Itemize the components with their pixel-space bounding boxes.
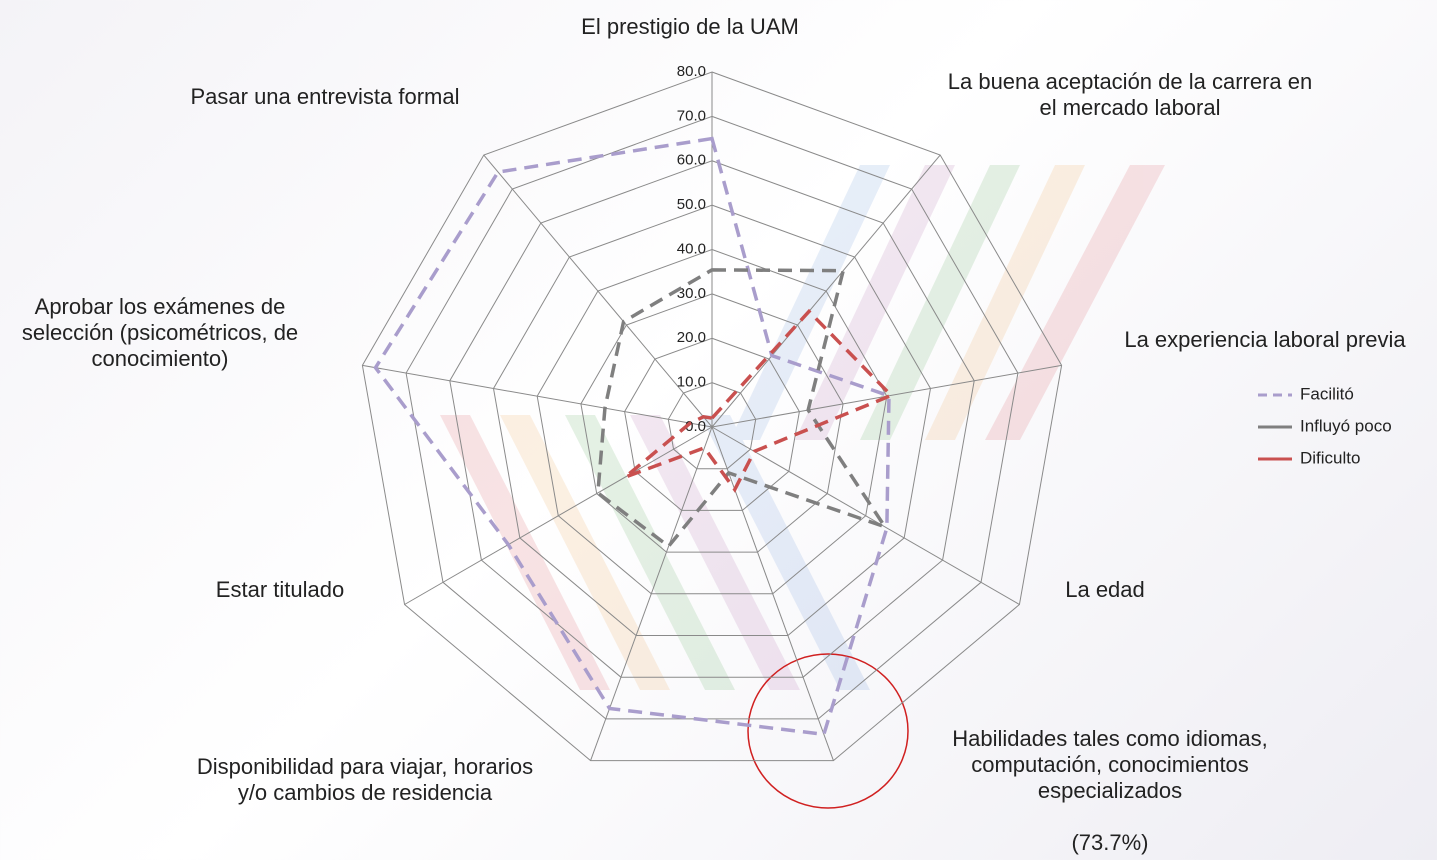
category-label: La buena aceptación de la carrera en el … <box>947 69 1313 120</box>
category-label: La experiencia laboral previa <box>1124 327 1406 352</box>
category-label: La edad <box>1065 577 1145 602</box>
grid-ring <box>492 204 932 636</box>
tick-label: 50.0 <box>677 196 706 213</box>
spoke <box>404 426 713 605</box>
tick-label: 20.0 <box>677 329 706 346</box>
category-label: El prestigio de la UAM <box>581 14 799 39</box>
spoke <box>711 426 834 761</box>
grid-ring <box>405 115 1019 720</box>
category-label: Aprobar los exámenes de selección (psico… <box>21 294 299 371</box>
background-stripes <box>440 165 1165 690</box>
spoke <box>483 154 713 428</box>
tick-label: 70.0 <box>677 107 706 124</box>
tick-label: 60.0 <box>677 152 706 169</box>
series-line <box>373 136 891 737</box>
spoke <box>711 426 1020 605</box>
annotation: (73.7%) <box>1071 830 1149 855</box>
grid-ring <box>361 71 1063 762</box>
category-label: Estar titulado <box>215 577 345 602</box>
category-label: Pasar una entrevista formal <box>190 84 460 109</box>
spoke <box>711 154 941 428</box>
tick-label: 80.0 <box>677 63 706 80</box>
grid-ring <box>449 160 975 678</box>
category-label: Habilidades tales como idiomas, computac… <box>952 726 1268 803</box>
spoke <box>362 364 713 428</box>
legend-label: Facilitó <box>1300 384 1354 403</box>
series-line <box>596 268 890 549</box>
tick-label: 30.0 <box>677 285 706 302</box>
grid-ring <box>536 248 888 595</box>
legend-label: Dificulto <box>1300 448 1360 467</box>
tick-label: 40.0 <box>677 240 706 257</box>
grid-ring <box>667 382 757 470</box>
series-line <box>624 308 895 493</box>
spoke <box>590 426 713 761</box>
tick-label: 10.0 <box>677 374 706 391</box>
grid-ring <box>624 337 800 511</box>
legend-label: Influyó poco <box>1300 416 1392 435</box>
highlight-circle <box>747 653 909 809</box>
category-label: Disponibilidad para viajar, horarios y/o… <box>196 754 534 805</box>
